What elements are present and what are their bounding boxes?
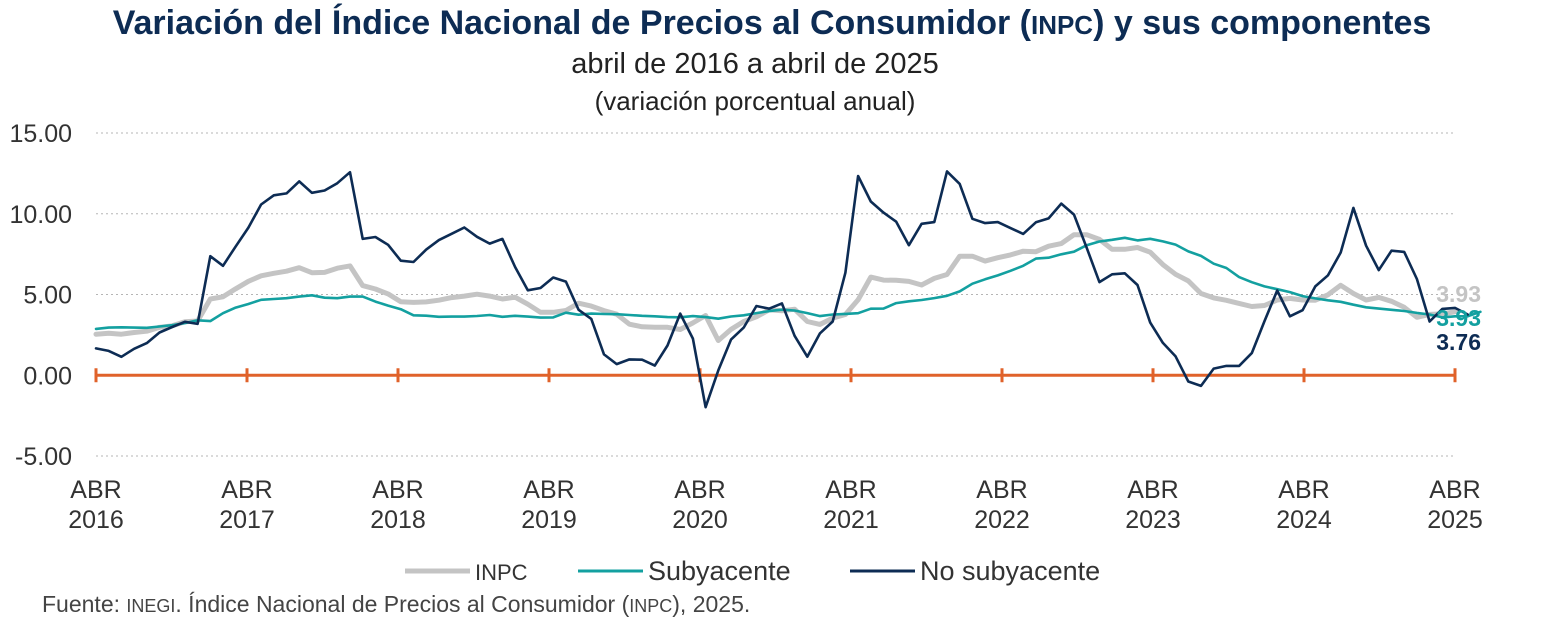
source-note: Fuente: INEGI. Índice Nacional de Precio… — [42, 591, 750, 618]
legend-label: No subyacente — [920, 556, 1100, 586]
x-tick-year: 2017 — [219, 506, 275, 534]
y-tick-label: 10.00 — [9, 201, 72, 229]
source-acronym-1: INEGI — [126, 596, 176, 616]
title-text-start: Variación del Índice Nacional de Precios… — [112, 4, 1031, 42]
x-tick-month: ABR — [221, 476, 272, 504]
x-tick-month: ABR — [70, 476, 121, 504]
x-tick-month: ABR — [674, 476, 725, 504]
title-text-end: ) y sus componentes — [1093, 4, 1432, 42]
x-tick-month: ABR — [523, 476, 574, 504]
x-tick-month: ABR — [1278, 476, 1329, 504]
x-tick-month: ABR — [372, 476, 423, 504]
y-tick-label: 0.00 — [23, 362, 72, 390]
legend-inpc: INPC — [405, 560, 528, 585]
gridlines — [96, 132, 1455, 457]
series-subyacente-line — [94, 236, 1482, 331]
source-text-1: Fuente: — [42, 591, 127, 617]
legend: INPC Subyacente No subyacente — [405, 556, 1100, 586]
x-axis: ABR2016ABR2017ABR2018ABR2019ABR2020ABR20… — [68, 368, 1483, 534]
source-acronym-2: INPC — [629, 596, 673, 616]
x-tick-year: 2016 — [68, 506, 124, 534]
x-tick-month: ABR — [1127, 476, 1178, 504]
x-tick-month: ABR — [825, 476, 876, 504]
y-axis: 15.00 10.00 5.00 0.00 -5.00 — [9, 120, 72, 471]
x-tick-year: 2021 — [823, 506, 879, 534]
x-tick-year: 2024 — [1276, 506, 1332, 534]
title-acronym: INPC — [1030, 10, 1094, 40]
end-label-subyacente: 3.93 — [1436, 305, 1481, 331]
y-tick-label: 15.00 — [9, 120, 72, 148]
y-tick-label: 5.00 — [23, 282, 72, 310]
x-tick-year: 2018 — [370, 506, 426, 534]
legend-subyacente: Subyacente — [578, 556, 791, 586]
x-tick-year: 2019 — [521, 506, 577, 534]
source-text-3: ), 2025. — [672, 591, 751, 617]
chart-title: Variación del Índice Nacional de Precios… — [0, 4, 1544, 43]
series-inpc-line — [93, 232, 1458, 343]
x-tick-year: 2025 — [1427, 506, 1483, 534]
end-label-no-subyacente: 3.76 — [1436, 329, 1481, 355]
legend-label: INPC — [475, 560, 528, 585]
x-tick-month: ABR — [1429, 476, 1480, 504]
y-tick-label: -5.00 — [15, 443, 72, 471]
series-lines — [93, 170, 1482, 409]
end-labels: 3.933.933.76 — [1436, 281, 1481, 355]
x-tick-month: ABR — [976, 476, 1027, 504]
legend-label: Subyacente — [648, 556, 791, 586]
series-no-subyacente-line — [94, 170, 1469, 409]
source-text-2: . Índice Nacional de Precios al Consumid… — [175, 591, 630, 617]
chart-subtitle: abril de 2016 a abril de 2025 — [571, 48, 939, 80]
end-label-inpc: 3.93 — [1436, 281, 1481, 307]
chart-units: (variación porcentual anual) — [594, 86, 916, 116]
legend-no-subyacente: No subyacente — [850, 556, 1100, 586]
x-tick-year: 2022 — [974, 506, 1030, 534]
x-tick-year: 2023 — [1125, 506, 1181, 534]
x-tick-year: 2020 — [672, 506, 728, 534]
